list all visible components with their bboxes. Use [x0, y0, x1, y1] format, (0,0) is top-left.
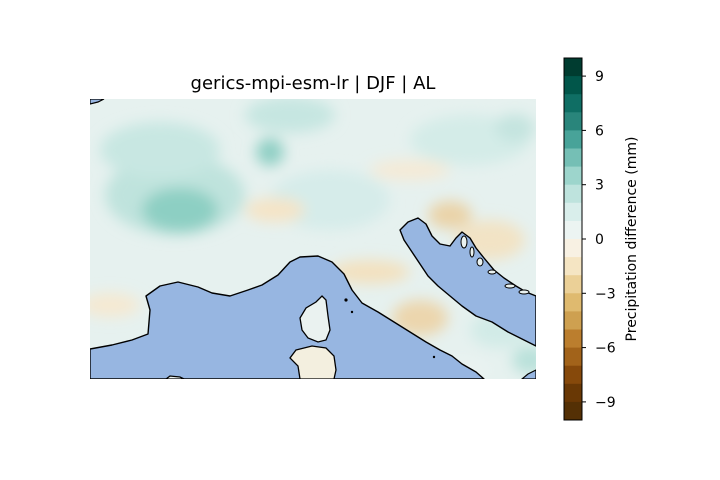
- sardinia-island: [289, 345, 337, 379]
- colorbar-segment: [564, 239, 582, 258]
- colorbar-segment: [564, 329, 582, 349]
- colorbar-tick-label: 9: [595, 69, 604, 85]
- colorbar-segment: [564, 202, 582, 222]
- colorbar-segment: [564, 347, 582, 367]
- colorbar-segment: [564, 130, 582, 149]
- colorbar-segment: [564, 76, 582, 95]
- adriatic-islands: [460, 235, 530, 295]
- colorbar-segment: [564, 184, 582, 204]
- colorbar-tick-label: 6: [595, 123, 604, 139]
- colorbar-segment: [564, 58, 582, 77]
- corsica-island: [299, 295, 331, 343]
- mediterranean-sea: [90, 255, 485, 379]
- colorbar-tick-label: 3: [595, 178, 604, 194]
- colorbar-tick-label: 0: [595, 232, 604, 248]
- colorbar-segment: [564, 220, 582, 240]
- colorbar-segment: [564, 94, 582, 113]
- colorbar: 9 6 3 0 −3 −6 −9: [564, 58, 616, 421]
- colorbar-tick-label: −6: [595, 341, 616, 357]
- coast-southeast: [521, 369, 536, 379]
- map-title: gerics-mpi-esm-lr | DJF | AL: [191, 73, 436, 94]
- colorbar-segment: [564, 166, 582, 186]
- colorbar-segment: [564, 365, 582, 385]
- sicily-edge: [164, 375, 185, 379]
- colorbar-label: Precipitation difference (mm): [624, 137, 640, 342]
- precip-anomaly-field: [90, 99, 536, 379]
- colorbar-segment: [564, 275, 582, 294]
- colorbar-segment: [564, 257, 582, 276]
- colorbar-segment: [564, 401, 582, 421]
- colorbar-tick-label: −9: [595, 395, 616, 411]
- map-panel: [90, 99, 536, 379]
- ligurian-sea-top: [90, 99, 105, 105]
- colorbar-segment: [564, 112, 582, 131]
- colorbar-segment: [564, 293, 582, 312]
- colorbar-tick-label: −3: [595, 286, 616, 302]
- colorbar-segment: [564, 383, 582, 403]
- colorbar-segment: [564, 148, 582, 168]
- colorbar-segment: [564, 311, 582, 330]
- colorbar-frame: [563, 57, 583, 421]
- tuscan-islands: [344, 298, 436, 359]
